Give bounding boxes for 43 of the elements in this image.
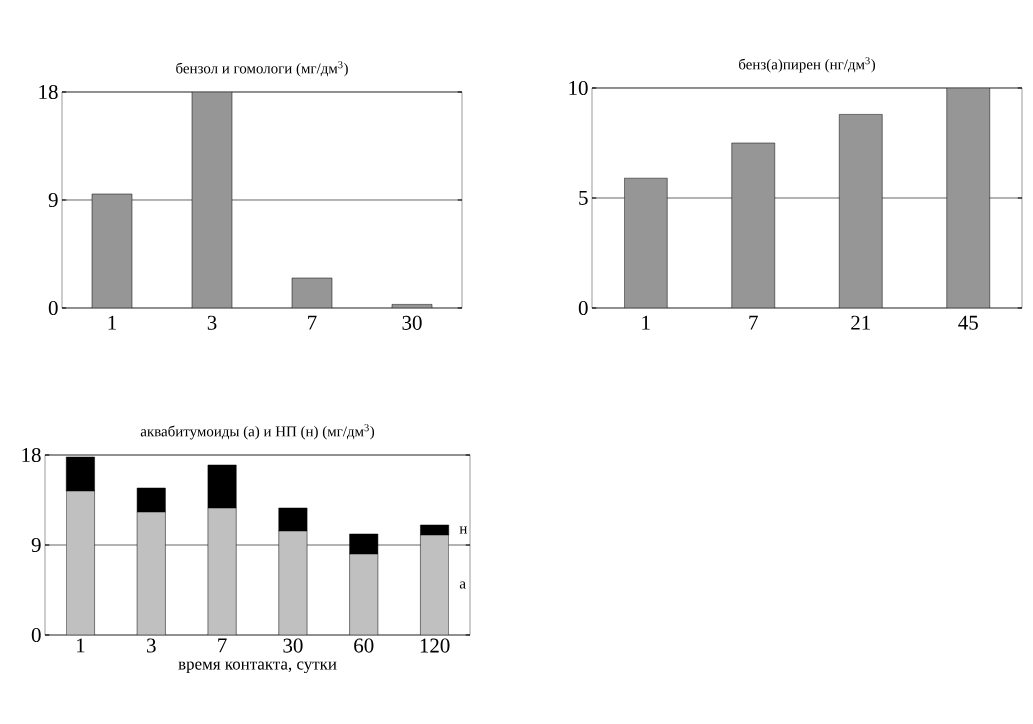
bar	[92, 193, 132, 308]
x-tick-label: 60	[354, 638, 374, 653]
x-tick-label: 7	[308, 315, 317, 330]
x-tick-label: 1	[77, 638, 85, 653]
y-tick-label: 10	[569, 80, 588, 96]
bar	[278, 507, 308, 532]
bar	[349, 554, 378, 635]
bar	[946, 87, 991, 308]
chart-title: аквабитумоиды (а) и НП (н) (мг/дм$^{3}$)	[140, 424, 375, 440]
bar	[207, 508, 237, 635]
chart-title: бензол и гомологи (мг/дм$^{3}$)	[176, 61, 348, 77]
y-tick-label: 5	[579, 191, 588, 205]
bar	[66, 491, 95, 635]
y-tick-label: 18	[22, 447, 41, 463]
x-tick-label: 30	[402, 315, 422, 330]
bar	[420, 534, 449, 635]
y-tick-label: 0	[48, 300, 58, 316]
x-tick-label: 1	[642, 315, 650, 330]
y-tick-label: 9	[48, 192, 58, 208]
series-label: н	[459, 526, 467, 534]
x-tick-label: 30	[283, 638, 303, 653]
bar	[349, 533, 379, 555]
x-tick-label: 21	[851, 315, 870, 330]
chart-title: бенз(а)пирен (нг/дм$^{3}$)	[739, 57, 876, 73]
bar	[192, 91, 232, 308]
y-tick-label: 0	[578, 300, 588, 316]
y-tick-label: 18	[39, 84, 58, 100]
x-tick-label: 120	[420, 638, 450, 653]
bar	[278, 531, 308, 635]
x-tick-label: 1	[108, 315, 116, 330]
y-tick-label: 0	[31, 627, 41, 643]
bar	[731, 142, 775, 308]
x-tick-label: 45	[958, 315, 978, 330]
x-tick-label: 7	[218, 638, 227, 653]
x-axis-title: время контакта, сутки	[178, 661, 337, 674]
x-tick-label: 7	[749, 315, 758, 330]
bar	[137, 512, 166, 635]
series-label: а	[459, 581, 466, 589]
x-tick-label: 3	[147, 638, 156, 653]
y-tick-label: 9	[31, 537, 41, 553]
bar	[839, 114, 883, 308]
x-tick-label: 3	[207, 315, 217, 330]
bar	[624, 178, 668, 308]
